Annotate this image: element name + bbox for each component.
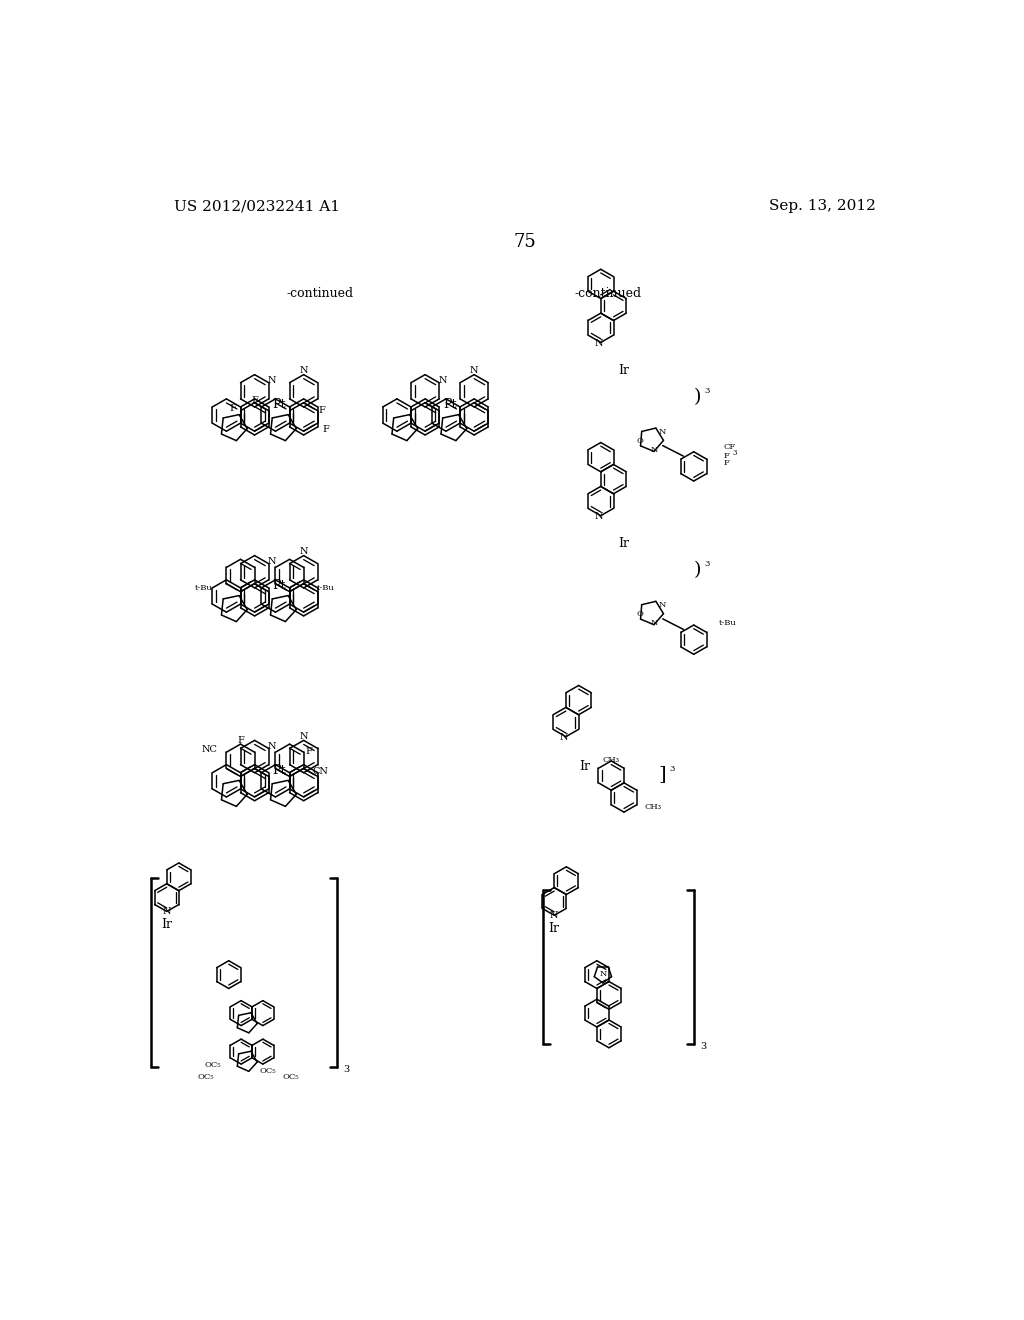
Text: ): ): [694, 388, 701, 407]
Text: N: N: [268, 376, 276, 385]
Text: N: N: [438, 376, 446, 385]
Text: N: N: [268, 742, 276, 751]
Text: Pt: Pt: [272, 579, 286, 593]
Text: N: N: [599, 970, 606, 978]
Text: 75: 75: [513, 232, 537, 251]
Text: CH₃: CH₃: [644, 803, 662, 810]
Text: F: F: [251, 396, 258, 405]
Text: 3: 3: [705, 387, 710, 395]
Text: OC₅: OC₅: [283, 1073, 299, 1081]
Text: 3: 3: [700, 1041, 707, 1051]
Text: OC₅: OC₅: [205, 1061, 221, 1069]
Text: N: N: [163, 907, 171, 916]
Text: US 2012/0232241 A1: US 2012/0232241 A1: [174, 199, 341, 213]
Text: Ir: Ir: [161, 917, 172, 931]
Text: N: N: [299, 731, 308, 741]
Text: N: N: [299, 546, 308, 556]
Text: Ir: Ir: [549, 921, 560, 935]
Text: t-Bu: t-Bu: [317, 583, 335, 591]
Text: 3: 3: [670, 766, 675, 774]
Text: F: F: [305, 747, 312, 756]
Text: N: N: [658, 428, 666, 436]
Text: Ir: Ir: [580, 760, 591, 774]
Text: 3: 3: [343, 1065, 350, 1073]
Text: CF: CF: [723, 444, 735, 451]
Text: N: N: [560, 733, 568, 742]
Text: F: F: [318, 407, 326, 414]
Text: Pt: Pt: [272, 764, 286, 777]
Text: N: N: [595, 338, 603, 347]
Text: N: N: [470, 366, 478, 375]
Text: F: F: [323, 425, 330, 434]
Text: CH₃: CH₃: [603, 756, 620, 764]
Text: 3: 3: [732, 449, 737, 457]
Text: OC₅: OC₅: [198, 1073, 214, 1081]
Text: OC₅: OC₅: [259, 1067, 275, 1074]
Text: Ir: Ir: [618, 363, 630, 376]
Text: N: N: [595, 512, 603, 521]
Text: N: N: [299, 366, 308, 375]
Text: ]: ]: [658, 766, 667, 783]
Text: -continued: -continued: [287, 286, 353, 300]
Text: N: N: [268, 557, 276, 566]
Text: N: N: [650, 619, 657, 627]
Text: Ir: Ir: [618, 537, 630, 550]
Text: Pt: Pt: [442, 399, 457, 412]
Text: N: N: [658, 601, 666, 609]
Text: t-Bu: t-Bu: [196, 583, 213, 591]
Text: F: F: [238, 737, 244, 746]
Text: 3: 3: [705, 560, 710, 568]
Text: CN: CN: [312, 767, 329, 776]
Text: F: F: [723, 458, 729, 466]
Text: NC: NC: [202, 744, 218, 754]
Text: F: F: [229, 404, 236, 413]
Text: O: O: [636, 437, 643, 445]
Text: N: N: [550, 911, 558, 920]
Text: N: N: [650, 446, 657, 454]
Text: -continued: -continued: [574, 286, 642, 300]
Text: Pt: Pt: [272, 399, 286, 412]
Text: F: F: [723, 451, 729, 459]
Text: ): ): [694, 561, 701, 579]
Text: t-Bu: t-Bu: [719, 619, 736, 627]
Text: O: O: [636, 610, 643, 618]
Text: Sep. 13, 2012: Sep. 13, 2012: [769, 199, 876, 213]
